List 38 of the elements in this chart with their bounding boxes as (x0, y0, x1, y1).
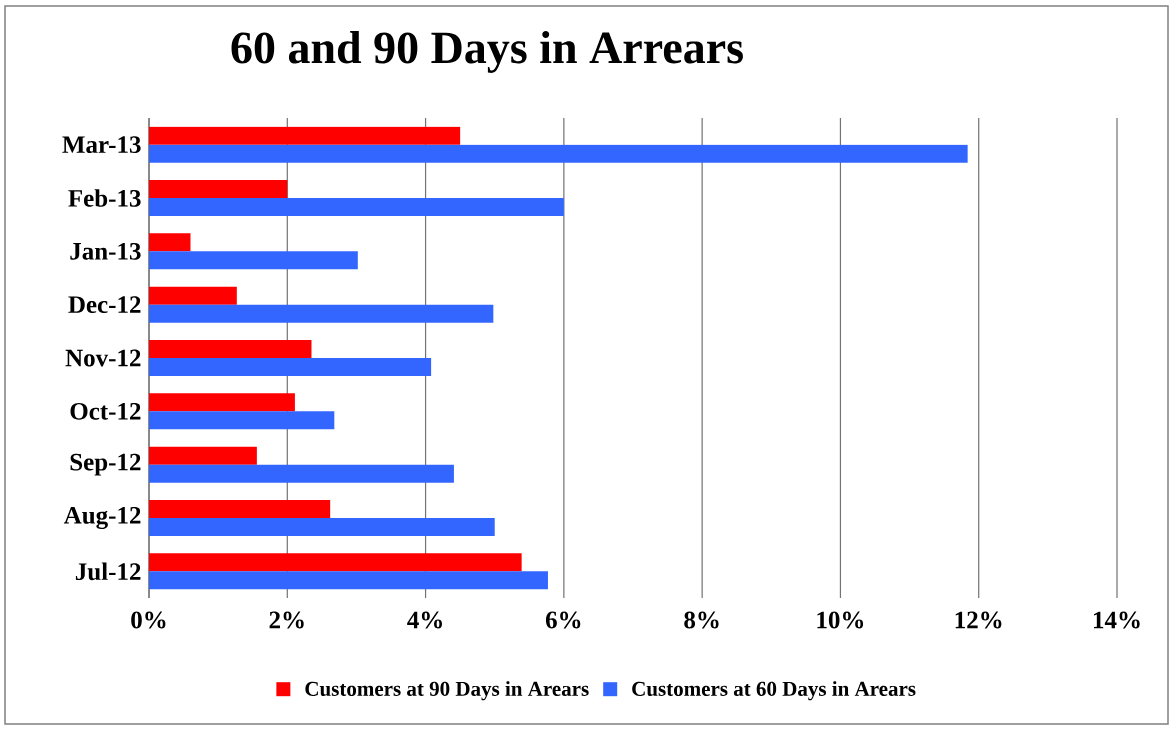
bar (149, 499, 331, 518)
bar (149, 126, 461, 145)
y-tick-label: Jan-13 (70, 242, 141, 260)
bar (149, 144, 968, 163)
chart-title: 60 and 90 Days in Arrears (231, 31, 743, 73)
x-tick-label: 12% (955, 611, 1002, 629)
y-tick-label: Sep-12 (70, 453, 141, 476)
x-tick-label: 10% (817, 611, 864, 629)
bar (149, 553, 522, 572)
bar (149, 393, 295, 412)
bar (149, 251, 358, 270)
y-tick-label: Nov-12 (65, 349, 141, 367)
bar (149, 286, 237, 305)
bar (149, 411, 335, 430)
x-tick-label: 2% (269, 611, 304, 629)
y-tick-label: Aug-12 (63, 506, 141, 530)
y-tick-label: Mar-13 (62, 136, 141, 154)
x-tick-label: 0% (131, 611, 166, 629)
bar (149, 233, 191, 252)
legend-label: Customers at 90 Days in Arears (305, 681, 589, 701)
bar (149, 358, 432, 376)
legend-label: Customers at 60 Days in Arears (632, 681, 916, 701)
y-tick-label: Oct-12 (70, 402, 141, 420)
x-tick-label: 4% (407, 611, 442, 629)
bar (149, 571, 548, 590)
bar (149, 464, 454, 483)
bar (149, 304, 494, 323)
bar (149, 198, 564, 216)
bar (149, 446, 257, 465)
bar (149, 517, 495, 536)
x-tick-label: 14% (1094, 611, 1140, 629)
x-tick-label: 8% (684, 611, 719, 629)
bar (149, 180, 288, 198)
y-tick-label: Feb-13 (68, 189, 141, 207)
x-tick-label: 6% (545, 611, 581, 629)
y-tick-label: Jul-12 (75, 562, 141, 581)
bar (149, 340, 312, 358)
y-tick-label: Dec-12 (68, 296, 141, 314)
